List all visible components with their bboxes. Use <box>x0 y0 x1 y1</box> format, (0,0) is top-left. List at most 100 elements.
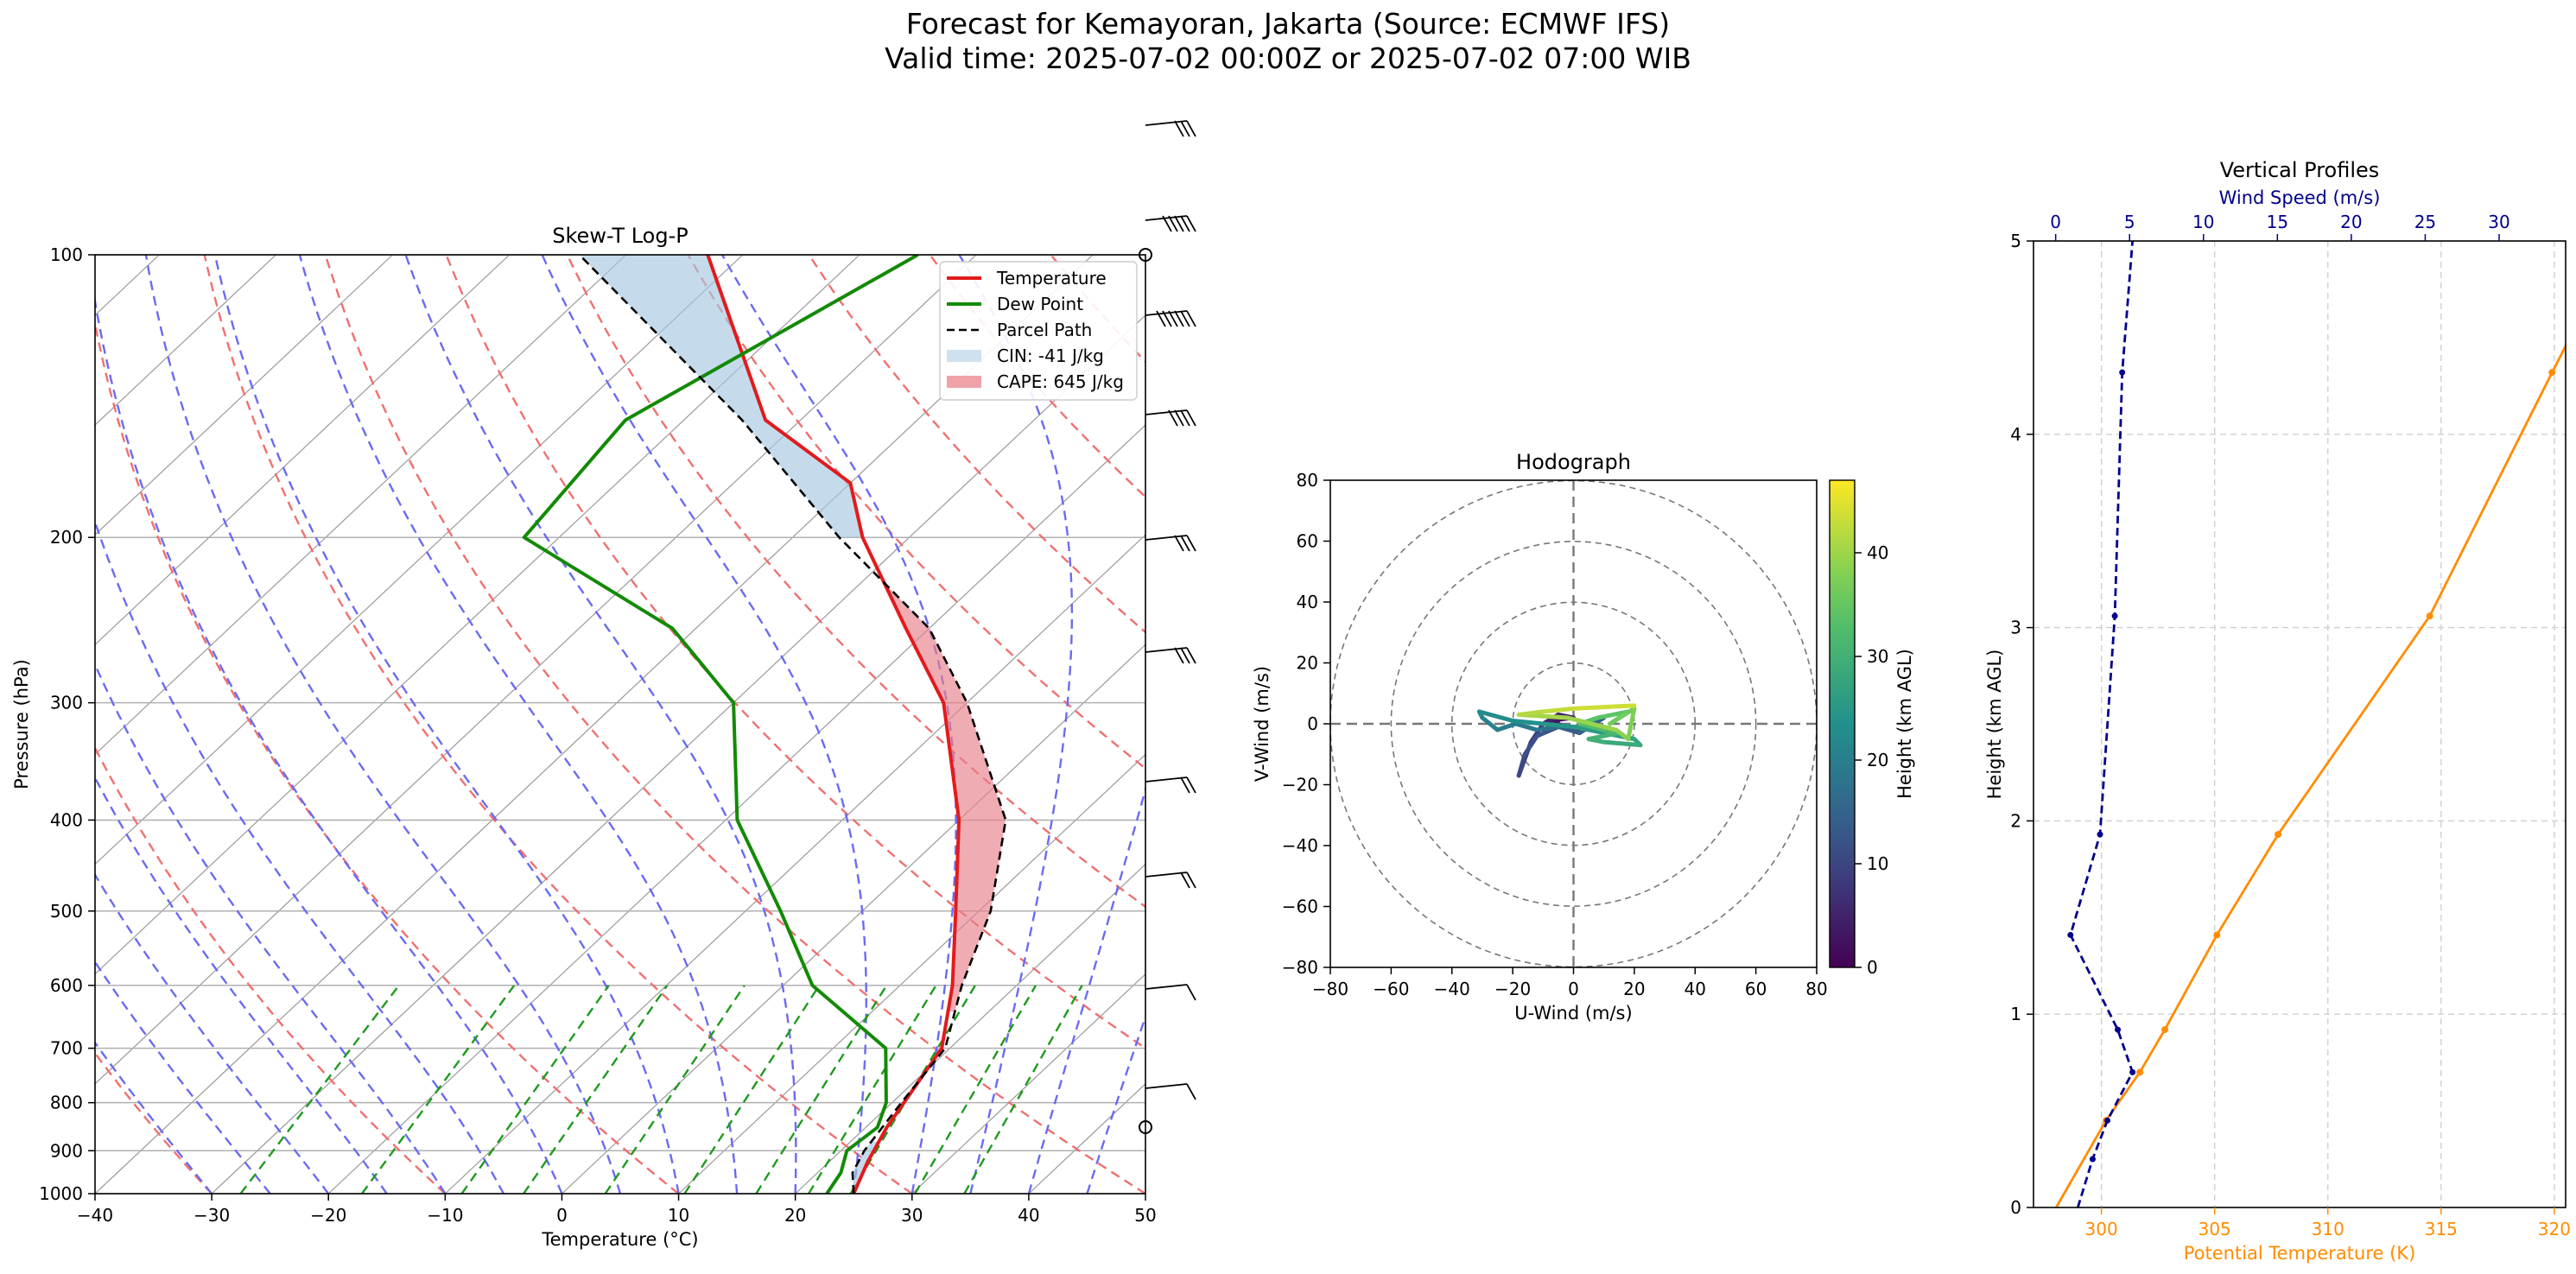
legend-cin-swatch <box>947 350 981 362</box>
colorbar-label: Height (km AGL) <box>1894 649 1915 799</box>
skewt-y-tick-label: 800 <box>50 1093 83 1113</box>
wind-speed-marker <box>2115 1026 2122 1033</box>
mixing-ratio-line <box>604 985 746 1194</box>
hodo-y-tick-label: −80 <box>1282 957 1318 978</box>
wind-speed-marker <box>2104 1117 2111 1124</box>
hodo-y-tick-label: 60 <box>1297 531 1318 552</box>
temperature-line <box>706 255 961 1194</box>
hodo-plot-area <box>1330 480 1817 967</box>
skewt-plot-area <box>95 255 1145 1194</box>
dry-adiabat <box>95 318 680 1194</box>
wind-barb <box>1145 409 1196 427</box>
vp-top-tick-label: 25 <box>2414 212 2436 232</box>
skewt-y-tick-label: 1000 <box>39 1183 83 1204</box>
vp-y-label: Height (km AGL) <box>1984 650 2005 800</box>
hodo-x-tick-label: −40 <box>1434 979 1470 999</box>
dry-adiabat <box>687 255 1145 770</box>
skewt-y-tick-label: 200 <box>50 527 83 548</box>
wind-barb <box>1145 535 1196 552</box>
skewt-x-tick-label: −10 <box>427 1205 463 1226</box>
colorbar-tick-label: 0 <box>1867 957 1878 978</box>
hodo-x-tick-label: −60 <box>1373 979 1409 999</box>
hodo-x-tick-label: 60 <box>1745 979 1767 999</box>
mixing-ratio-line <box>808 985 937 1194</box>
hodo-segment <box>1602 739 1643 748</box>
calm-wind-marker <box>1139 248 1152 262</box>
wind-barb-flag <box>1186 776 1196 794</box>
isotherm-line <box>95 255 393 536</box>
wind-barb-flag <box>1180 215 1190 232</box>
mixing-ratio-line <box>361 985 516 1194</box>
hodo-segment <box>1577 721 1607 732</box>
wind-barb-flag <box>1168 215 1178 232</box>
skewt-x-label: Temperature (°C) <box>541 1229 698 1250</box>
mixing-ratio-line <box>239 985 400 1194</box>
skewt-y-tick-label: 500 <box>50 901 83 922</box>
wind-speed-marker <box>2089 1156 2096 1163</box>
wind-barb-flag <box>1180 310 1190 327</box>
hodo-y-tick-label: 20 <box>1297 653 1318 674</box>
potential-temperature-marker <box>2548 369 2556 377</box>
vp-y-tick-label: 1 <box>2010 1004 2021 1024</box>
wind-barb-staff <box>1145 120 1188 126</box>
moist-adiabat <box>95 960 271 1194</box>
parcel-path-line <box>578 255 1007 1194</box>
mixing-ratio-line <box>460 985 610 1194</box>
wind-barb-staff <box>1145 215 1188 221</box>
wind-speed-marker <box>2067 931 2074 938</box>
wind-barb-flag <box>1174 409 1184 427</box>
vp-y-tick-label: 4 <box>2010 424 2021 445</box>
wind-barb-flag <box>1186 872 1196 889</box>
wind-barb-flag <box>1174 647 1184 664</box>
hodo-segment <box>1516 709 1545 717</box>
wind-barb-staff <box>1145 776 1188 783</box>
isotherm-line <box>795 863 1145 1194</box>
hodo-segment <box>1540 706 1576 714</box>
hodo-segment <box>1571 725 1607 736</box>
isotherm-line <box>562 643 1145 1194</box>
wind-barb <box>1145 215 1196 232</box>
hodo-x-label: U-Wind (m/s) <box>1514 1003 1632 1024</box>
legend-temperature-label: Temperature <box>996 268 1107 288</box>
legend-cape-label: CAPE: 645 J/kg <box>997 371 1124 392</box>
colorbar-tick-label: 30 <box>1867 646 1888 667</box>
wind-barb <box>1145 120 1196 137</box>
wind-barb-staff <box>1145 310 1188 316</box>
legend-box <box>939 261 1138 401</box>
moist-adiabat <box>298 255 739 1194</box>
skewt-y-tick-label: 600 <box>50 975 83 996</box>
mixing-ratio-line <box>523 985 669 1194</box>
skewt-legend: Temperature Dew Point Parcel Path CIN: -41 … <box>939 261 1138 401</box>
wind-barb-flag <box>1186 647 1196 664</box>
hodo-x-tick-label: 40 <box>1685 979 1706 999</box>
dry-adiabat <box>203 255 913 1194</box>
cin-shading-upper <box>579 255 863 538</box>
wind-barb-flag <box>1174 310 1184 327</box>
wind-barb-flag <box>1174 215 1184 232</box>
wind-speed-marker <box>2129 1068 2136 1075</box>
hodo-x-tick-label: 20 <box>1623 979 1645 999</box>
hodo-segment <box>1534 725 1561 732</box>
mixing-ratio-line <box>755 985 888 1194</box>
vp-title: Vertical Profiles <box>2220 158 2380 182</box>
vp-y-tick-label: 2 <box>2010 810 2021 831</box>
wind-barb-staff <box>1145 872 1188 878</box>
skewt-y-tick-label: 100 <box>50 244 83 265</box>
skewt-frame <box>94 254 1146 1195</box>
wind-barb-flag <box>1180 776 1190 794</box>
vp-bottom-axis-label: Potential Temperature (K) <box>2184 1243 2416 1264</box>
figure-title-line1: Forecast for Kemayoran, Jakarta (Source:… <box>905 7 1671 41</box>
vp-bottom-tick-label: 320 <box>2538 1219 2571 1239</box>
wind-barb-flag <box>1186 1083 1196 1100</box>
vp-y-tick-label: 5 <box>2010 231 2021 251</box>
hodo-segment <box>1571 703 1637 711</box>
vp-bottom-tick-label: 310 <box>2312 1219 2344 1239</box>
hodo-y-tick-label: −60 <box>1282 897 1318 917</box>
potential-temperature-marker <box>2136 1068 2144 1076</box>
potential-temperature-marker <box>2161 1026 2169 1034</box>
vp-top-tick-label: 0 <box>2050 212 2061 232</box>
moist-adiabat <box>144 255 622 1194</box>
wind-barb-staff <box>1145 409 1188 415</box>
